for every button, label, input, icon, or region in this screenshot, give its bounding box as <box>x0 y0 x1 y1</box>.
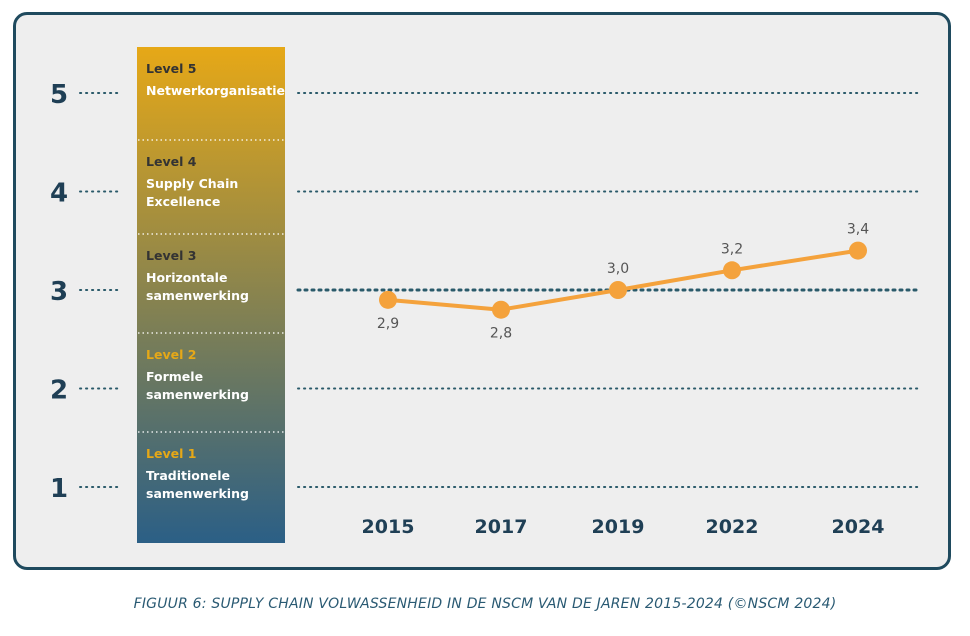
y-tick-label: 3 <box>50 277 68 307</box>
data-point <box>379 290 397 309</box>
level-name: Netwerkorganisatie <box>146 83 285 98</box>
level-name: Traditionele <box>146 468 230 483</box>
data-label: 3,2 <box>721 241 743 257</box>
y-tick-label: 4 <box>50 179 68 209</box>
data-point <box>492 300 510 319</box>
y-tick-label: 2 <box>50 376 68 406</box>
data-point <box>849 241 867 260</box>
level-label: Level 2 <box>146 347 196 362</box>
x-tick-label: 2015 <box>362 516 415 538</box>
level-label: Level 5 <box>146 61 196 76</box>
data-label: 3,0 <box>607 261 629 277</box>
level-name: Excellence <box>146 194 220 209</box>
level-name: Supply Chain <box>146 176 238 191</box>
x-tick-label: 2019 <box>592 516 645 538</box>
level-name: samenwerking <box>146 486 249 501</box>
x-tick-label: 2022 <box>706 516 759 538</box>
data-label: 3,4 <box>847 222 869 238</box>
maturity-level-band <box>137 47 285 543</box>
series-line <box>387 248 859 312</box>
level-label: Level 3 <box>146 248 196 263</box>
level-name: samenwerking <box>146 387 249 402</box>
level-name: samenwerking <box>146 288 249 303</box>
y-tick-label: 5 <box>50 80 68 110</box>
data-point <box>723 261 741 280</box>
level-name: Formele <box>146 369 203 384</box>
data-label: 2,8 <box>490 326 512 342</box>
figure-caption: FIGUUR 6: SUPPLY CHAIN VOLWASSENHEID IN … <box>133 596 837 612</box>
level-label: Level 4 <box>146 154 197 169</box>
y-tick-label: 1 <box>50 474 68 504</box>
data-label: 2,9 <box>377 316 399 332</box>
data-point <box>609 281 627 299</box>
x-tick-label: 2024 <box>832 516 885 538</box>
level-label: Level 1 <box>146 446 196 461</box>
x-tick-label: 2017 <box>475 516 528 538</box>
level-name: Horizontale <box>146 270 227 285</box>
